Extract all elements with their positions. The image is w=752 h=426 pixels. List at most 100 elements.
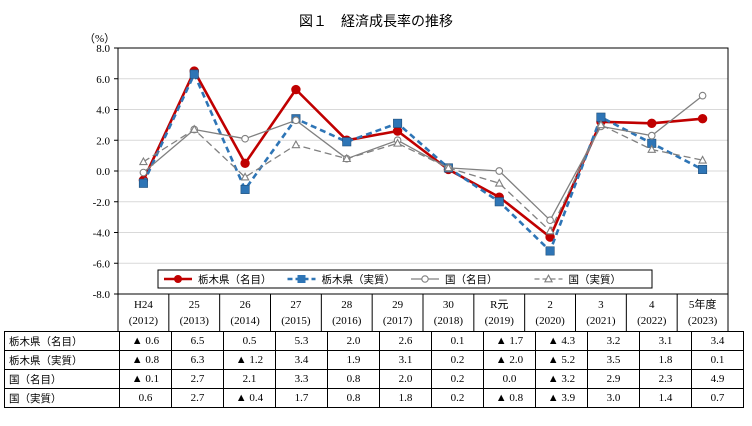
data-point <box>138 178 148 188</box>
data-table-cell: ▲ 0.4 <box>223 388 276 408</box>
y-tick-label: 8.0 <box>96 43 110 55</box>
data-point <box>393 118 403 128</box>
data-table-row-header: 国（実質） <box>4 388 120 408</box>
x-axis-ticks: H24 (2012) 25 (2013) 26 (2014) 27 (2015) 28 (2016… <box>117 294 729 331</box>
x-tick-year: (2014) <box>230 315 260 327</box>
data-table-cell: 1.4 <box>639 388 692 408</box>
data-table-row-header: 国（名目） <box>4 369 120 389</box>
data-table-row: 栃木県（実質） ▲ 0.8 6.3 ▲ 1.2 3.4 1.9 3.1 0.2 ▲ 2.0 ▲ 5… <box>4 350 744 370</box>
data-point <box>291 139 301 149</box>
legend-marker <box>543 274 554 283</box>
x-tick-label: 4 <box>649 299 655 311</box>
data-table-cell: ▲ 5.2 <box>535 350 588 370</box>
data-table-cell: 3.0 <box>587 388 640 408</box>
data-table-cell: 2.0 <box>379 369 432 389</box>
x-tick-label: 27 <box>290 299 302 311</box>
data-table-cell: 0.6 <box>119 388 172 408</box>
x-tick-year: (2022) <box>637 315 667 327</box>
data-table-cell: 0.2 <box>431 350 484 370</box>
data-point <box>240 172 250 181</box>
data-point <box>240 184 250 194</box>
x-tick-year: (2020) <box>535 315 565 327</box>
x-tick-year: (2018) <box>434 315 464 327</box>
y-tick-label: 6.0 <box>96 74 110 86</box>
x-tick-year: (2019) <box>485 315 515 327</box>
data-table-cell: 0.5 <box>223 331 276 351</box>
data-table-cell: ▲ 1.2 <box>223 350 276 370</box>
y-tick-label: -6.0 <box>93 258 111 270</box>
data-table-cell: 3.5 <box>587 350 640 370</box>
data-point <box>495 167 504 175</box>
data-table-cell: 2.7 <box>171 369 224 389</box>
data-table-cell: 2.0 <box>327 331 380 351</box>
x-tick-label: R元 <box>490 299 508 311</box>
series-line <box>142 95 704 221</box>
data-point <box>291 84 301 95</box>
x-tick-year: (2015) <box>281 315 311 327</box>
y-tick-label: 4.0 <box>96 105 110 117</box>
x-tick-label: 26 <box>240 299 252 311</box>
data-table-cell: ▲ 0.1 <box>119 369 172 389</box>
x-tick-label: 30 <box>443 299 455 311</box>
x-tick-year: (2013) <box>180 315 210 327</box>
data-table-cell: 5.3 <box>275 331 328 351</box>
data-point <box>545 226 555 235</box>
data-table-cell: ▲ 2.0 <box>483 350 536 370</box>
data-point <box>292 116 300 125</box>
data-point <box>698 91 707 100</box>
data-table-cell: 0.2 <box>431 369 484 389</box>
x-tick-year: (2012) <box>129 315 159 327</box>
data-table-cell: 1.7 <box>275 388 328 408</box>
data-table-cell: 2.6 <box>379 331 432 351</box>
data-table-cell: 3.1 <box>379 350 432 370</box>
data-point <box>342 153 352 163</box>
chart-title: 図１ 経済成長率の推移 <box>299 13 453 30</box>
legend-marker <box>297 275 306 283</box>
data-point <box>241 134 249 143</box>
data-point <box>546 216 554 225</box>
series-4 <box>138 119 708 235</box>
series-2 <box>138 69 708 256</box>
y-axis-ticks: 8.0 6.0 4.0 2.0 0.0 -2.0 -4.0 -6.0 -8.0 <box>93 43 118 301</box>
data-point <box>647 118 657 129</box>
x-tick-label: 5年度 <box>689 297 717 311</box>
data-table-cell: 0.2 <box>431 388 484 408</box>
data-point <box>138 156 148 166</box>
x-tick-label: 25 <box>189 299 201 311</box>
data-table-cell: 3.2 <box>587 331 640 351</box>
data-table-cell: 6.3 <box>171 350 224 370</box>
data-table-row-header: 栃木県（名目） <box>4 331 120 351</box>
data-table-cell: 2.9 <box>587 369 640 389</box>
data-table-cell: 3.4 <box>691 331 744 351</box>
data-point <box>697 114 708 124</box>
data-table-cell: ▲ 0.6 <box>119 331 172 351</box>
data-point <box>494 178 504 187</box>
y-tick-label: 2.0 <box>96 135 110 147</box>
x-tick-label: H24 <box>134 299 153 311</box>
data-point <box>443 162 453 172</box>
data-point <box>647 144 657 153</box>
data-table-cell: 2.3 <box>639 369 692 389</box>
legend-marker <box>174 275 182 283</box>
x-tick-label: 2 <box>547 299 553 311</box>
data-point <box>698 155 708 164</box>
data-table-row: 国（実質） 0.6 2.7 ▲ 0.4 1.7 0.8 1.8 0.2 ▲ 0.8 ▲ 3.9 3.… <box>4 388 744 408</box>
series-layer <box>138 66 708 256</box>
data-table-cell: 6.5 <box>171 331 224 351</box>
data-table-cell: 3.4 <box>275 350 328 370</box>
data-table-cell: 0.1 <box>691 350 744 370</box>
y-tick-label: -4.0 <box>93 228 111 240</box>
series-line <box>143 124 703 232</box>
y-tick-label: -8.0 <box>93 289 111 301</box>
data-point <box>189 69 199 79</box>
data-table-cell: ▲ 3.9 <box>535 388 588 408</box>
legend-label: 国（名目） <box>445 273 498 286</box>
legend-label: 栃木県（名目） <box>198 273 272 286</box>
data-point <box>342 137 352 147</box>
data-table-cell: 0.7 <box>691 388 744 408</box>
gridlines <box>118 47 728 295</box>
data-table-cell: ▲ 3.2 <box>535 369 588 389</box>
data-table-cell: 3.1 <box>639 331 692 351</box>
legend-marker <box>421 275 429 283</box>
